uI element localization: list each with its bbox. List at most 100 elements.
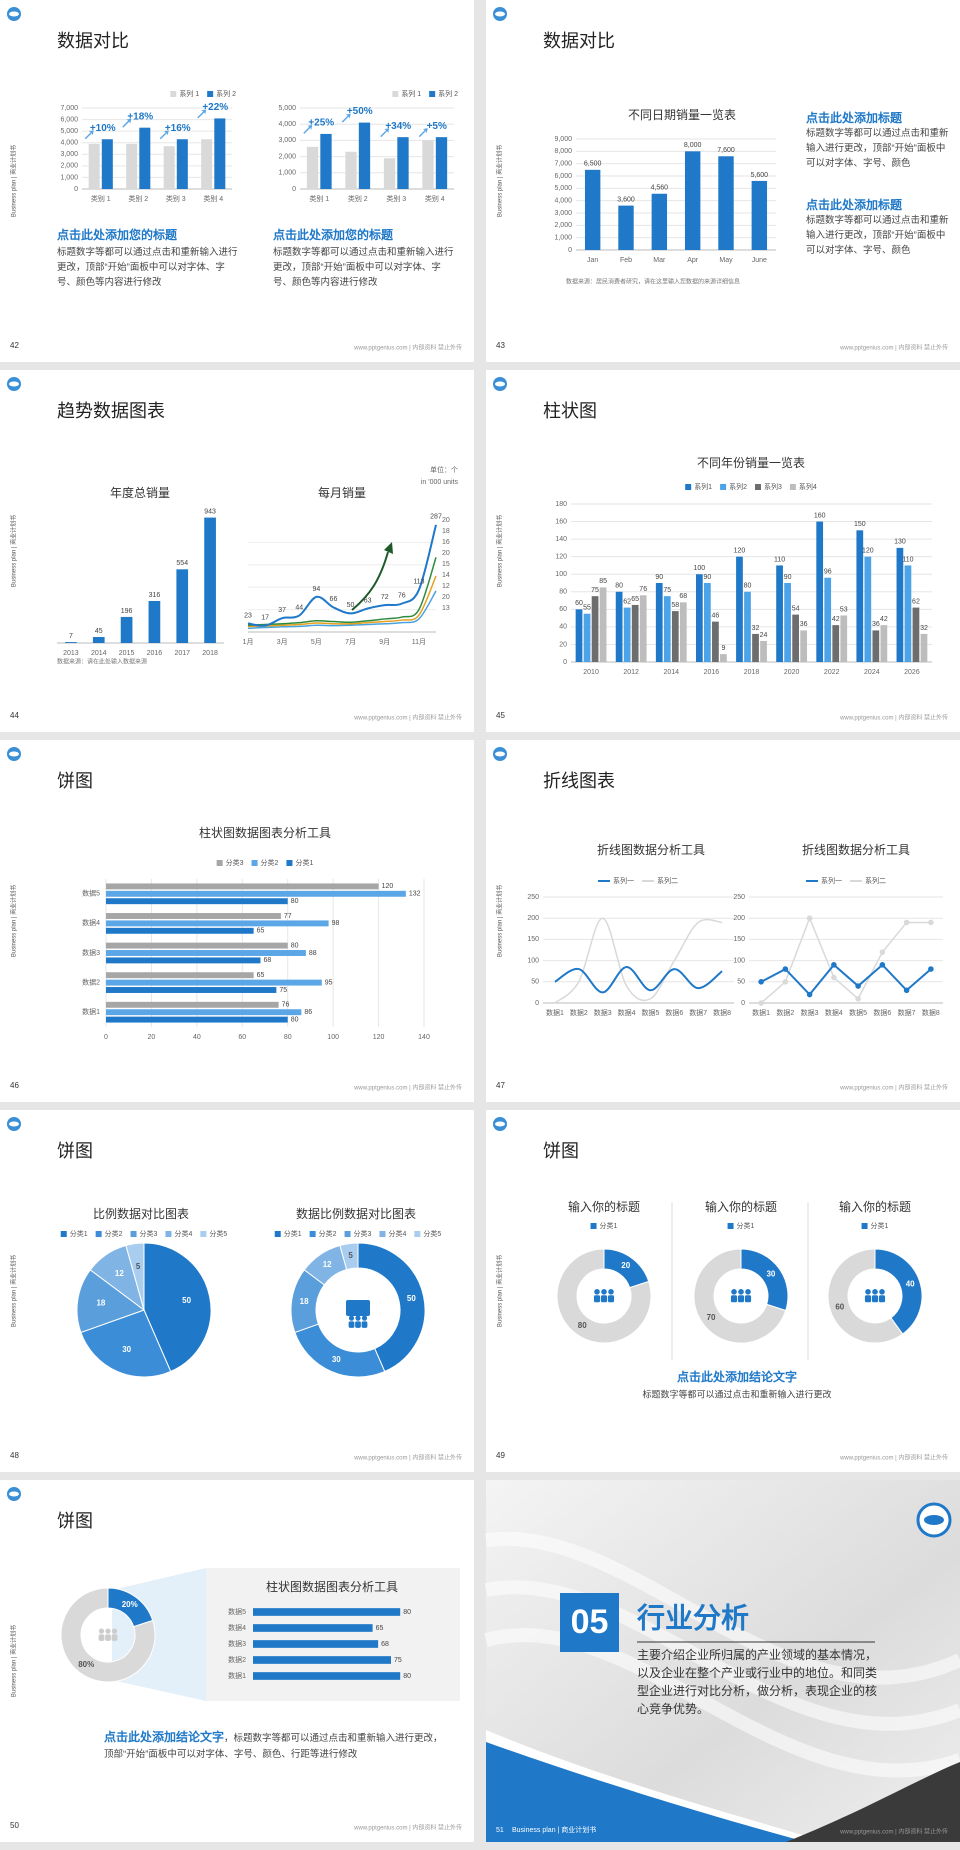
icon: [355, 1315, 361, 1321]
annotation-arrow: [159, 130, 169, 140]
page-number: 51: [496, 1827, 504, 1834]
x-tick-label: 2013: [63, 650, 79, 657]
bar: [253, 1656, 391, 1664]
y-tick-label: 150: [527, 936, 539, 943]
logo: [9, 1121, 19, 1127]
legend: 分类1 分类2 分类3 分类4 分类5: [60, 1229, 227, 1238]
bar: [792, 614, 799, 662]
y-tick-label: 150: [733, 936, 745, 943]
footer: www.pptgenius.com | 内部资料 禁止外传: [353, 714, 462, 722]
bar: [920, 633, 928, 662]
x-tick-label: 数据1: [546, 1008, 564, 1017]
slide: 饼图 Business plan | 商业计划书 48 www.pptgenius.c…: [0, 1110, 474, 1472]
bar: [856, 530, 864, 662]
annotation: +10%: [90, 123, 116, 134]
x-tick-label: 类别 4: [203, 194, 223, 203]
bar: [253, 1640, 379, 1648]
bar: [752, 633, 759, 662]
legend-swatch: [727, 1223, 734, 1229]
series-line: [247, 524, 437, 627]
data-label: 12: [115, 1269, 124, 1278]
y-tick-label: 1,000: [60, 174, 78, 181]
bar: [126, 143, 138, 189]
source: 数据来源：请在此处输入数据来源: [57, 658, 147, 666]
x-tick-label: Mar: [653, 257, 666, 264]
x-tick-label: 类别 3: [166, 194, 186, 203]
x-tick-label: 数据4: [618, 1008, 636, 1017]
page-number: 42: [10, 341, 19, 350]
logo: [9, 381, 19, 387]
pie-slice: [60, 1587, 156, 1683]
data-label: 42: [832, 616, 840, 623]
bar: [106, 972, 254, 979]
bar: [101, 139, 113, 189]
page-number: 44: [10, 711, 19, 720]
legend-swatch: [60, 1231, 67, 1237]
data-label: 63: [364, 597, 372, 604]
data-label: 70: [707, 1313, 716, 1322]
series-line: [760, 963, 932, 997]
marker: [879, 962, 886, 968]
icon: [730, 1295, 738, 1303]
legend-label: 系列一: [613, 876, 634, 885]
y-tick-label: 2,000: [60, 163, 78, 170]
section-title: 行业分析: [636, 1601, 749, 1633]
bar: [599, 587, 607, 662]
x-tick-label: 数据2: [776, 1008, 794, 1017]
bar: [824, 577, 832, 662]
bar: [712, 621, 719, 662]
legend-label: 系列1: [694, 482, 712, 491]
x-tick-label: 2026: [904, 669, 920, 676]
icon: [745, 1289, 751, 1295]
bar: [253, 1624, 373, 1632]
data-label: 100: [694, 565, 706, 572]
end-label: 12: [442, 583, 450, 590]
legend-label: 系列4: [799, 482, 817, 491]
bar: [176, 569, 189, 643]
legend: 分类1 分类2 分类3 分类4 分类5: [274, 1229, 441, 1238]
bar: [776, 565, 783, 662]
data-label: 80: [291, 898, 299, 905]
end-label: 16: [442, 539, 450, 546]
data-label: 60: [575, 600, 583, 607]
bar: [106, 1001, 279, 1008]
legend-label: 系列 1: [401, 89, 421, 98]
bar: [615, 591, 623, 662]
legend-swatch: [286, 860, 293, 866]
footer: www.pptgenius.com | 内部资料 禁止外传: [839, 344, 948, 352]
slide-background: [486, 370, 960, 732]
bar: [760, 640, 767, 662]
icon: [864, 1295, 872, 1303]
bar: [88, 143, 100, 189]
x-tick-label: 1月: [243, 638, 254, 646]
pie-slice: [339, 1242, 359, 1271]
page-number: 45: [496, 711, 505, 720]
icon: [346, 1300, 370, 1316]
icon: [361, 1321, 368, 1328]
footer-label: Business plan | 商业计划书: [512, 1825, 596, 1834]
bar: [651, 193, 668, 250]
bar: [718, 156, 734, 250]
number-box: [560, 1593, 619, 1652]
data-label: 45: [95, 628, 103, 635]
bar: [358, 122, 371, 189]
x-tick-label: 80: [284, 1034, 292, 1041]
y-tick-label: 4,000: [60, 140, 78, 147]
bar: [253, 1672, 401, 1680]
data-label: 85: [599, 578, 607, 585]
bar: [306, 146, 319, 189]
legend-swatch: [379, 1231, 386, 1237]
body-text: 主要介绍企业所归属的产业领域的基本情况，以及企业在整个产业或行业中的地位。和同类…: [637, 1648, 878, 1716]
x-tick-label: 3月: [277, 638, 288, 646]
conclusion-heading: 点击此处添加结论文字: [677, 1369, 797, 1384]
x-tick-label: Apr: [687, 257, 699, 264]
bar: [618, 205, 634, 250]
data-label: 8,000: [684, 142, 702, 149]
icon: [744, 1295, 752, 1303]
legend-label: 分类5: [423, 1229, 441, 1238]
icon: [111, 1628, 118, 1634]
data-label: 20%: [122, 1600, 138, 1609]
x-tick-label: 2018: [744, 669, 760, 676]
bar: [720, 654, 727, 662]
bar: [106, 987, 277, 993]
